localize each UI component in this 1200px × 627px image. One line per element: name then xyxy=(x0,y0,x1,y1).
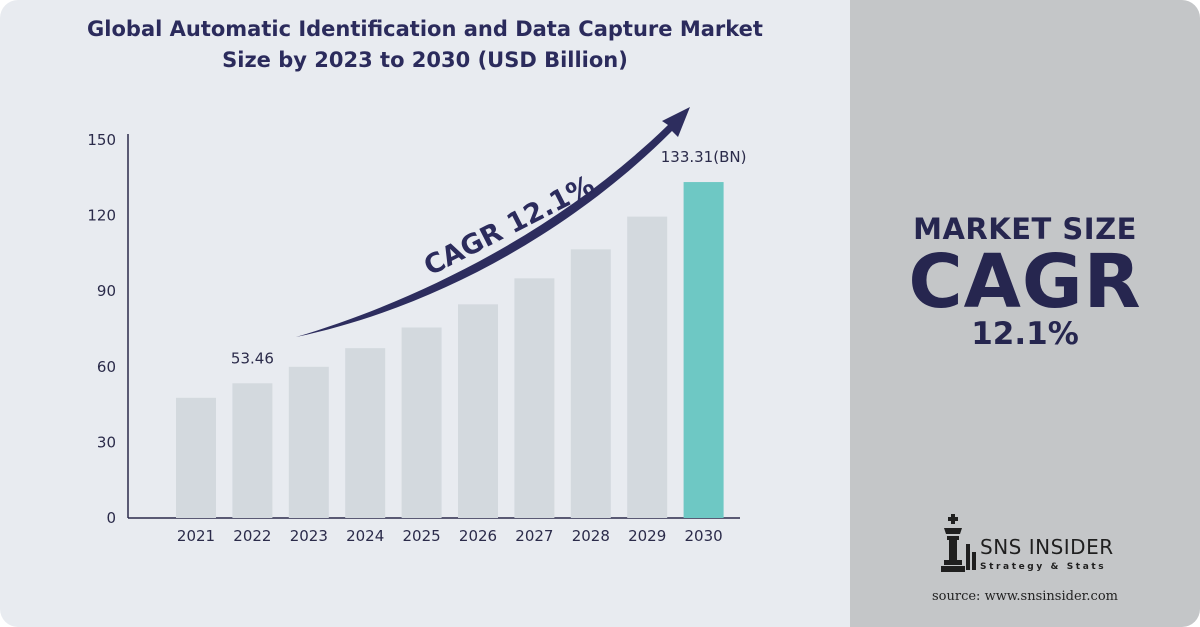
market-size-label: MARKET SIZE xyxy=(913,212,1137,246)
bar-2028 xyxy=(570,249,611,519)
data-label: 53.46 xyxy=(231,349,274,367)
y-tick-label: 30 xyxy=(97,433,116,451)
y-tick-label: 0 xyxy=(106,509,116,527)
bar-2022 xyxy=(232,383,273,518)
chart-title-line2: Size by 2023 to 2030 (USD Billion) xyxy=(222,48,628,72)
x-tick-label: 2025 xyxy=(403,527,441,545)
x-tick-label: 2027 xyxy=(515,527,553,545)
source-text: source: www.snsinsider.com xyxy=(932,589,1118,604)
chart-title-line1: Global Automatic Identification and Data… xyxy=(87,17,763,41)
bar-2023 xyxy=(288,366,329,518)
x-tick-label: 2022 xyxy=(233,527,271,545)
x-tick-label: 2030 xyxy=(685,527,723,545)
bar-2024 xyxy=(345,348,386,518)
x-tick-label: 2029 xyxy=(628,527,666,545)
bar-2026 xyxy=(458,304,498,518)
chart-title: Global Automatic Identification and Data… xyxy=(20,14,830,76)
x-tick-label: 2021 xyxy=(177,527,215,545)
y-tick-label: 60 xyxy=(97,358,116,376)
bar-2021 xyxy=(176,397,216,518)
y-tick-label: 120 xyxy=(87,207,116,225)
logo-name: SNS INSIDER xyxy=(980,535,1114,559)
y-tick-label: 150 xyxy=(87,131,116,149)
data-label: 133.31(BN) xyxy=(661,148,747,166)
bar-2027 xyxy=(514,278,555,518)
chess-king-logo-icon xyxy=(941,514,976,572)
bar-2030 xyxy=(683,182,724,518)
x-tick-label: 2026 xyxy=(459,527,497,545)
y-tick-label: 90 xyxy=(97,282,116,300)
cagr-label: CAGR xyxy=(908,239,1142,325)
bar-2029 xyxy=(627,216,668,518)
summary-panel xyxy=(850,0,1200,627)
cagr-value: 12.1% xyxy=(971,316,1079,352)
x-tick-label: 2028 xyxy=(572,527,610,545)
logo-tagline: Strategy & Stats xyxy=(980,562,1107,572)
x-tick-label: 2023 xyxy=(290,527,328,545)
bar-2025 xyxy=(401,327,442,518)
x-tick-label: 2024 xyxy=(346,527,384,545)
